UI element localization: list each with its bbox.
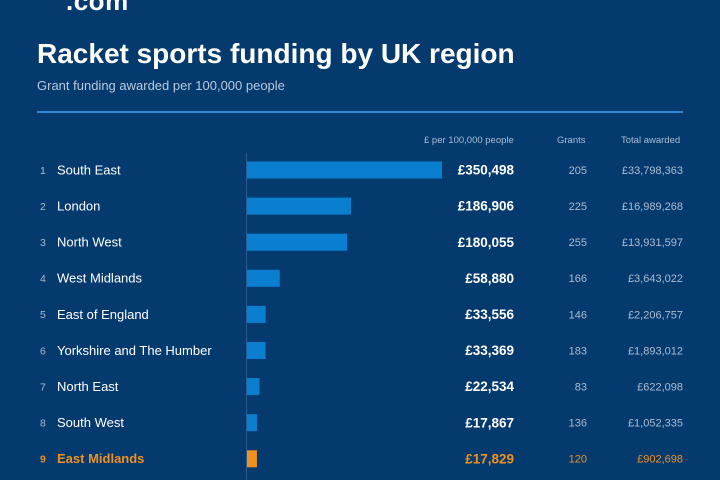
grants-label: 205: [569, 165, 587, 177]
chart-title: Racket sports funding by UK region: [37, 38, 515, 69]
bar: [247, 450, 257, 468]
bar: [247, 414, 257, 432]
total-label: £3,643,022: [628, 273, 683, 285]
rank-label: 5: [40, 309, 46, 321]
bar: [247, 233, 348, 251]
column-header-total: Total awarded: [621, 135, 681, 146]
value-label: £17,829: [465, 451, 514, 466]
region-label: East Midlands: [57, 451, 144, 466]
region-label: East of England: [57, 307, 149, 322]
total-label: £622,098: [637, 382, 683, 394]
grants-label: 166: [569, 273, 587, 285]
bar: [247, 197, 351, 215]
region-label: North East: [57, 379, 119, 394]
bar: [247, 305, 266, 323]
value-label: £58,880: [465, 271, 514, 286]
header-divider: [37, 111, 683, 113]
rank-label: 1: [40, 165, 46, 177]
value-label: £17,867: [465, 415, 514, 430]
region-label: London: [57, 199, 100, 214]
rank-label: 2: [40, 201, 46, 213]
column-header-grants: Grants: [557, 135, 586, 146]
bar: [247, 269, 280, 287]
value-label: £350,498: [458, 163, 515, 178]
value-label: £22,534: [465, 379, 514, 394]
rank-label: 9: [40, 454, 46, 466]
rank-label: 6: [40, 345, 46, 357]
bar: [247, 161, 442, 179]
grants-label: 83: [575, 382, 587, 394]
value-label: £186,906: [458, 199, 515, 214]
bar: [247, 342, 266, 359]
total-label: £2,206,757: [628, 309, 683, 321]
rank-label: 8: [40, 417, 46, 429]
value-label: £180,055: [458, 235, 515, 250]
total-label: £902,698: [637, 454, 683, 466]
region-label: Yorkshire and The Humber: [57, 343, 212, 358]
total-label: £16,989,268: [622, 201, 683, 213]
rank-label: 3: [40, 237, 46, 249]
total-label: £33,798,363: [622, 165, 683, 177]
region-label: West Midlands: [57, 271, 143, 286]
brand-logo: .com: [66, 0, 129, 16]
region-label: South West: [57, 415, 124, 430]
region-label: South East: [57, 162, 121, 177]
chart-axis-line: [246, 153, 247, 480]
grants-label: 225: [569, 201, 587, 213]
grants-label: 183: [569, 345, 587, 357]
rank-label: 7: [40, 381, 46, 393]
grants-label: 136: [569, 418, 587, 430]
bar: [247, 378, 260, 396]
chart-subtitle: Grant funding awarded per 100,000 people: [37, 78, 285, 93]
grants-label: 146: [569, 309, 587, 321]
value-label: £33,369: [465, 343, 514, 358]
column-header-per-capita: £ per 100,000 people: [424, 135, 514, 146]
total-label: £1,052,335: [628, 418, 683, 430]
rank-label: 4: [40, 273, 46, 285]
total-label: £13,931,597: [622, 237, 683, 249]
total-label: £1,893,012: [628, 345, 683, 357]
grants-label: 255: [569, 237, 587, 249]
region-label: North West: [57, 235, 122, 250]
value-label: £33,556: [465, 307, 514, 322]
grants-label: 120: [569, 454, 587, 466]
